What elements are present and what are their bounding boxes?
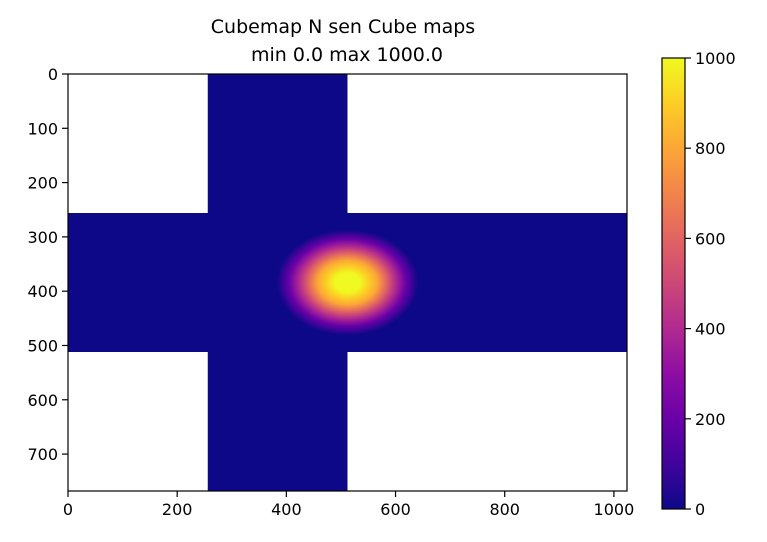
x-tick-label: 800: [489, 500, 520, 519]
heatmap-hotspot: [276, 229, 419, 336]
colorbar-tick-label: 600: [695, 229, 726, 248]
heatmap-plot-area: [68, 74, 627, 491]
y-tick-label: 0: [48, 65, 58, 84]
y-tick-label: 700: [27, 445, 58, 464]
y-tick-label: 600: [27, 391, 58, 410]
x-tick-label: 400: [271, 500, 302, 519]
x-tick-label: 600: [380, 500, 411, 519]
colorbar-tick-label: 1000: [695, 49, 736, 68]
chart-title-line-1: Cubemap N sen Cube maps: [211, 16, 475, 38]
x-tick-label: 200: [162, 500, 193, 519]
x-tick-label: 0: [63, 500, 73, 519]
colorbar-ticks: 0 200 400 600 800 1000: [685, 49, 736, 519]
plot-frame: [67, 73, 628, 492]
y-tick-label: 500: [27, 336, 58, 355]
y-tick-label: 200: [27, 174, 58, 193]
y-tick-label: 400: [27, 282, 58, 301]
colorbar-tick-label: 0: [695, 500, 705, 519]
chart-title-line-2: min 0.0 max 1000.0: [251, 44, 443, 66]
y-axis-ticks: 0 100 200 300 400 500 600 700: [27, 65, 68, 464]
colorbar-tick-label: 200: [695, 410, 726, 429]
colorbar: [661, 57, 686, 510]
colorbar-tick-label: 800: [695, 139, 726, 158]
x-tick-label: 1000: [594, 500, 635, 519]
y-tick-label: 300: [27, 228, 58, 247]
y-tick-label: 100: [27, 119, 58, 138]
colorbar-tick-label: 400: [695, 320, 726, 339]
x-axis-ticks: 0 200 400 600 800 1000: [63, 491, 634, 519]
